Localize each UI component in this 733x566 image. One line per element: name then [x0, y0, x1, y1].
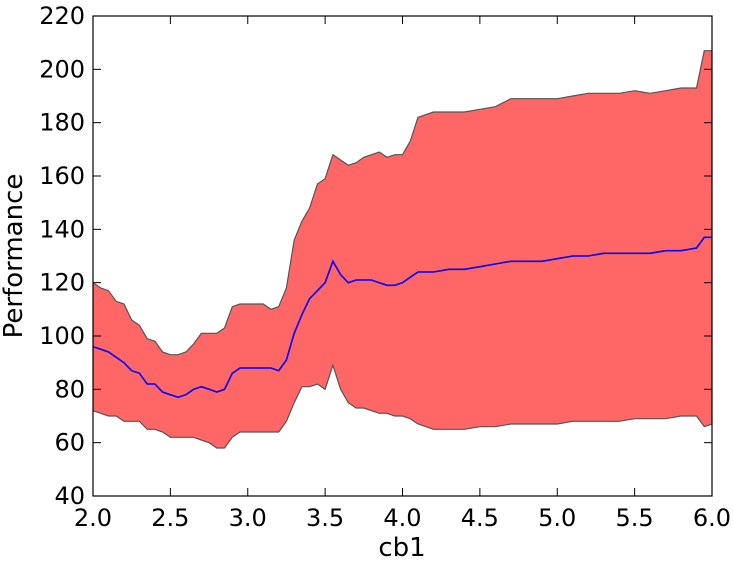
- axis-ticks: 2.0 2.5 3.0 3.5 4.0 4.5 5.0 5.5 6.0 40 60 80 100 120 1…: [39, 2, 731, 532]
- range-band: [93, 50, 712, 449]
- x-tick-label: 4.5: [461, 504, 499, 532]
- y-axis-label: Performance: [0, 174, 29, 339]
- y-tick-label: 140: [39, 215, 85, 243]
- y-tick-label: 160: [39, 162, 85, 190]
- x-tick-label: 3.5: [306, 504, 344, 532]
- x-tick-label: 2.5: [151, 504, 189, 532]
- y-tick-label: 120: [39, 269, 85, 297]
- mean-line: [93, 236, 712, 399]
- y-tick-label: 100: [39, 322, 85, 350]
- x-tick-label: 6.0: [693, 504, 731, 532]
- y-tick-label: 80: [54, 375, 85, 403]
- x-axis-label: cb1: [378, 533, 425, 563]
- x-tick-label: 5.0: [538, 504, 576, 532]
- y-tick-label: 60: [54, 429, 85, 457]
- x-tick-label: 5.5: [616, 504, 654, 532]
- y-tick-label: 180: [39, 109, 85, 137]
- x-tick-label: 2.0: [74, 504, 112, 532]
- y-tick-label: 40: [54, 482, 85, 510]
- plot-area: [93, 50, 712, 449]
- y-tick-label: 220: [39, 2, 85, 30]
- x-tick-label: 4.0: [383, 504, 421, 532]
- x-tick-label: 3.0: [229, 504, 267, 532]
- y-tick-label: 200: [39, 55, 85, 83]
